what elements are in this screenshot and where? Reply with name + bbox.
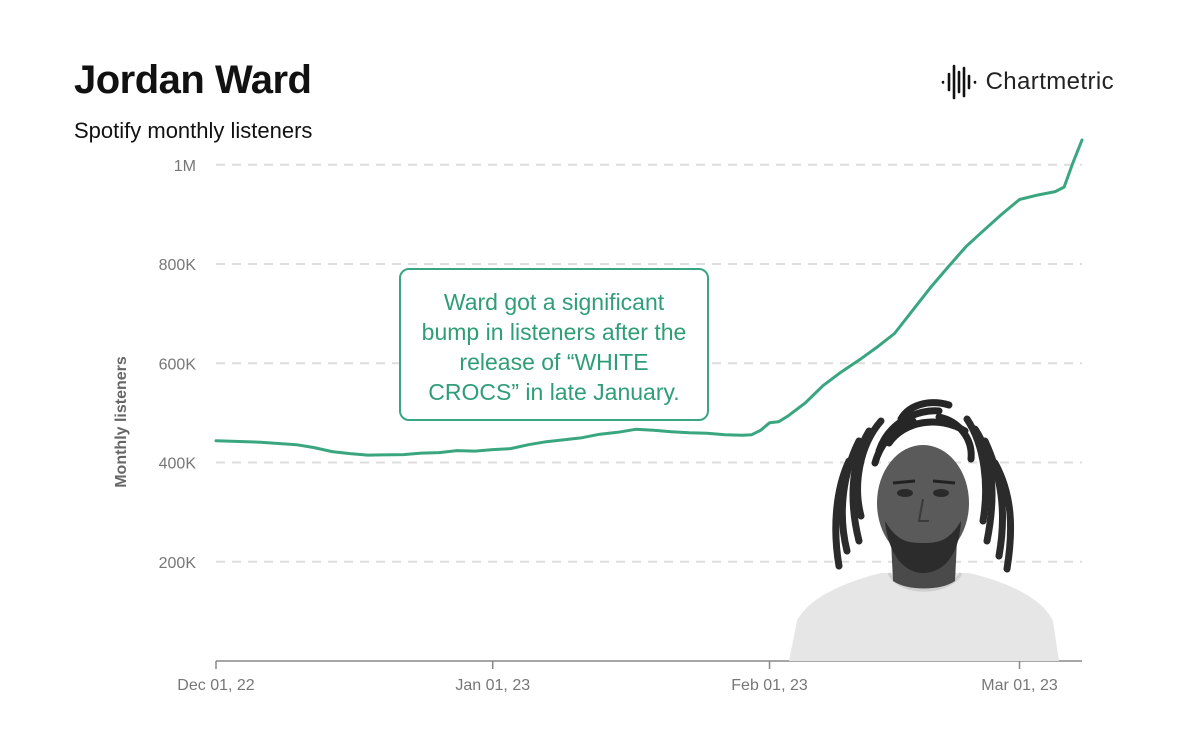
- chart-subtitle: Spotify monthly listeners: [74, 118, 313, 143]
- y-tick-label: 600K: [159, 356, 197, 373]
- y-tick-label: 800K: [159, 257, 197, 274]
- x-axis: Dec 01, 22 Jan 01, 23 Feb 01, 23 Mar 01, 23: [177, 660, 1082, 694]
- annotation-callout: Ward got a significant bump in listeners…: [399, 268, 709, 421]
- brand-name: Chartmetric: [985, 68, 1114, 95]
- brand-logo: Chartmetric: [940, 62, 1114, 102]
- x-tick-label: Jan 01, 23: [455, 677, 530, 694]
- x-tick-label: Mar 01, 23: [981, 677, 1058, 694]
- y-axis-label: Monthly listeners: [113, 356, 130, 488]
- y-tick-label: 400K: [159, 456, 197, 473]
- chartmetric-waveform-icon: [941, 64, 976, 100]
- x-tick-label: Dec 01, 22: [177, 677, 254, 694]
- chart-title: Jordan Ward: [74, 58, 312, 102]
- y-tick-label: 200K: [159, 555, 197, 572]
- series-line: [214, 138, 1084, 457]
- y-tick-label: 1M: [174, 158, 196, 175]
- x-tick-label: Feb 01, 23: [731, 677, 808, 694]
- artist-photo: [789, 391, 1061, 666]
- y-axis-ticks: 200K 400K 600K 800K 1M: [159, 158, 197, 572]
